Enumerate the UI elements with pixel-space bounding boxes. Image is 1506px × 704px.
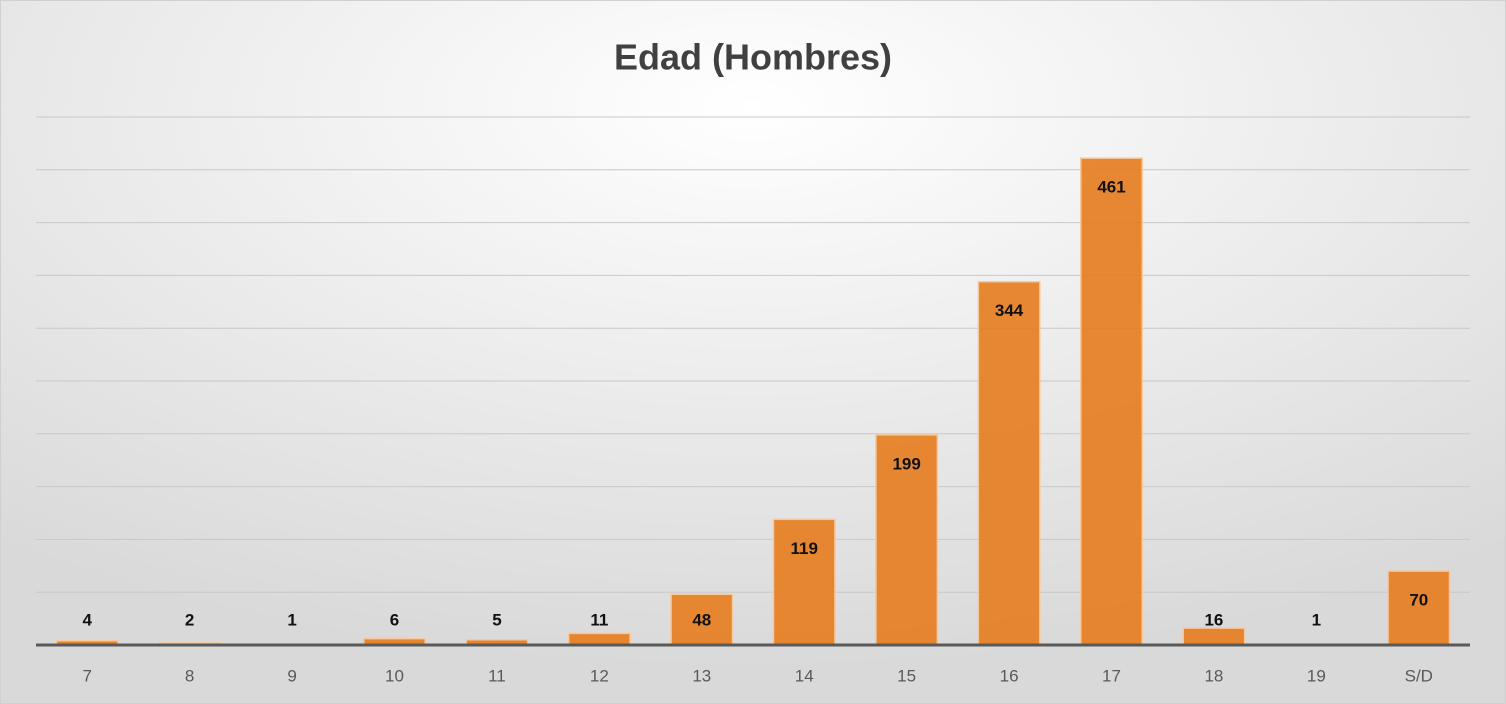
bar — [977, 280, 1041, 646]
bar — [567, 632, 631, 646]
data-label: 461 — [1097, 178, 1125, 197]
data-label: 70 — [1409, 591, 1428, 610]
data-label: 199 — [892, 454, 920, 473]
data-label: 11 — [590, 610, 608, 629]
x-tick-label: 11 — [488, 666, 506, 685]
x-tick-label: 14 — [795, 666, 814, 685]
x-tick-label: 12 — [590, 666, 609, 685]
data-label: 4 — [82, 610, 92, 629]
bar — [772, 518, 836, 646]
bar — [670, 593, 734, 646]
x-tick-label: 8 — [185, 666, 194, 685]
bar — [1182, 627, 1246, 646]
data-label: 2 — [185, 610, 194, 629]
bar — [875, 434, 939, 646]
x-tick-label: 15 — [897, 666, 916, 685]
x-tick-label: 13 — [692, 666, 711, 685]
x-tick-label: 16 — [1000, 666, 1019, 685]
x-tick-label: 18 — [1204, 666, 1223, 685]
data-label: 6 — [390, 610, 399, 629]
data-label: 48 — [692, 610, 711, 629]
x-tick-label: 17 — [1102, 666, 1121, 685]
data-label: 16 — [1204, 610, 1223, 629]
chart-title: Edad (Hombres) — [614, 37, 892, 78]
bar — [1387, 570, 1451, 646]
data-label: 344 — [995, 301, 1024, 320]
data-label: 119 — [790, 539, 817, 558]
data-label: 1 — [1312, 610, 1321, 629]
x-tick-label: 9 — [287, 666, 296, 685]
x-tick-label: 10 — [385, 666, 404, 685]
data-label: 1 — [287, 610, 296, 629]
x-tick-label: 7 — [82, 666, 91, 685]
x-tick-label: S/D — [1405, 666, 1433, 685]
data-label: 5 — [492, 610, 501, 629]
x-tick-label: 19 — [1307, 666, 1326, 685]
bar — [1080, 157, 1143, 646]
